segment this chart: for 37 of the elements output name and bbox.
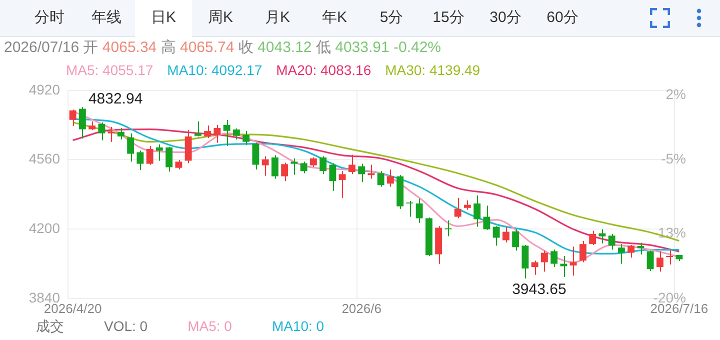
candlestick <box>570 246 577 276</box>
candlestick <box>628 244 635 258</box>
candlestick <box>175 160 182 170</box>
text: 15分 <box>432 8 466 28</box>
text: 60分 <box>546 8 580 28</box>
x-tick-label: 2026/6 <box>342 300 382 316</box>
text: 30分 <box>488 8 522 28</box>
text: 5分 <box>378 8 404 28</box>
candlestick <box>531 260 538 276</box>
text: MA30: 4139.49 <box>385 62 480 78</box>
y2-tick-label: -5% <box>661 150 686 167</box>
y-tick-label: 4200 <box>28 220 60 236</box>
text: 月K <box>264 8 291 28</box>
text: MA10: 4092.17 <box>167 62 262 78</box>
candlestick <box>368 164 375 180</box>
text: 日K <box>135 0 192 37</box>
candlestick <box>483 205 490 230</box>
candlestick <box>338 170 346 198</box>
chart-title: 2026/07/16 开 4065.34 高 4065.74 收 4043.12 低 4033.91 -0.42% <box>4 39 442 56</box>
candlestick <box>676 254 683 262</box>
text: 分时 <box>34 8 66 28</box>
text: 成交 VOL: 0 MA5: 0 MA10: 0 <box>36 318 324 334</box>
candlestick <box>88 120 96 131</box>
candlestick <box>136 150 144 171</box>
y-tick-label: 3840 <box>28 289 60 306</box>
text: MA5: 4055.17 <box>66 62 154 78</box>
text: 年K <box>320 8 348 28</box>
text: MA20: 4083.16 <box>276 62 372 78</box>
y-tick-label: 4560 <box>28 150 60 167</box>
text: 年线 <box>90 8 122 28</box>
annotation: 4832.94 <box>88 90 143 108</box>
y2-tick-label: 2% <box>666 86 686 102</box>
text: 周K <box>206 8 234 28</box>
candlestick <box>618 244 625 264</box>
annotation: 3943.65 <box>512 281 566 298</box>
y-tick-label: 4920 <box>28 81 60 98</box>
candlestick <box>290 158 298 176</box>
